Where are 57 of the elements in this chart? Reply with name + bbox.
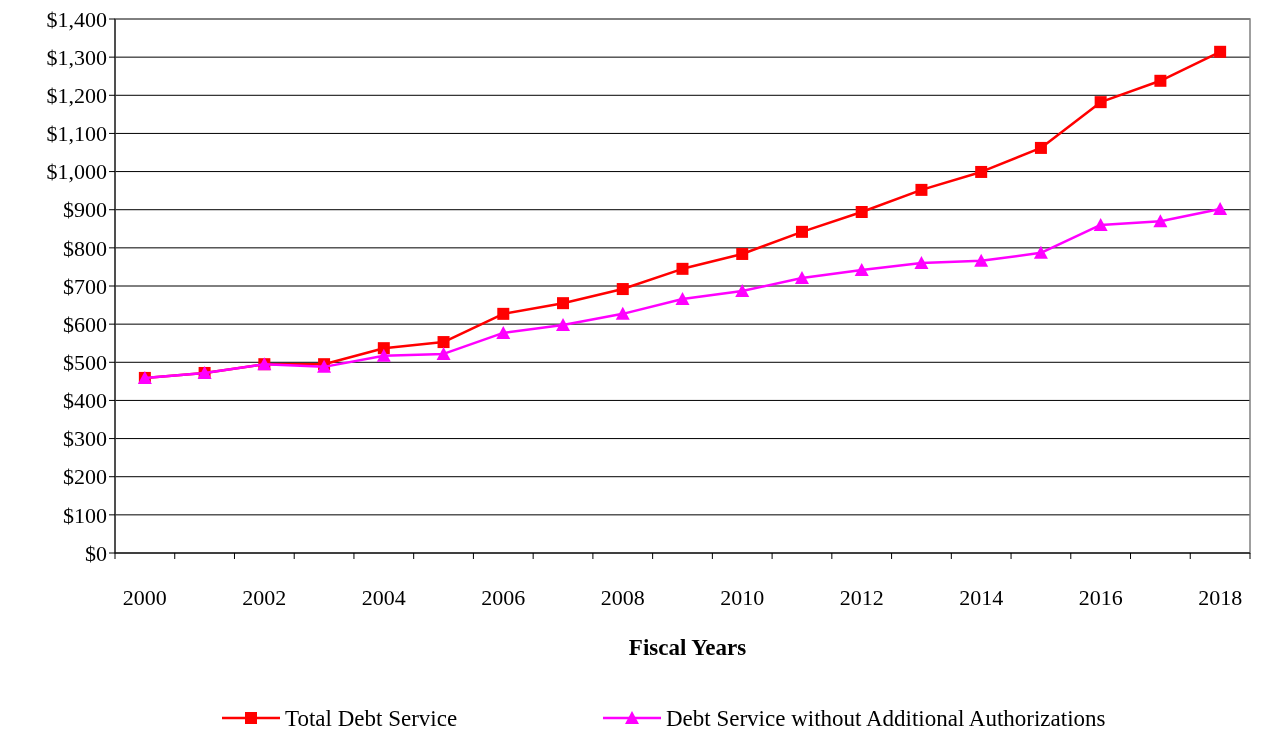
y-tick-label: $1,300 — [46, 44, 107, 70]
x-tick-label: 2004 — [361, 585, 406, 610]
y-tick-label: $1,100 — [46, 121, 107, 147]
point — [794, 270, 809, 284]
x-tick-label: 2010 — [720, 585, 765, 610]
point — [1033, 245, 1048, 259]
y-tick-label: $1,200 — [46, 82, 107, 108]
x-tick-label: 2006 — [481, 585, 526, 610]
x-tick-label: 2008 — [600, 585, 645, 610]
point — [557, 297, 570, 310]
point — [437, 336, 450, 349]
point — [915, 183, 928, 196]
point — [436, 346, 451, 360]
point — [1213, 201, 1228, 215]
point — [616, 283, 629, 296]
y-tick-label: $500 — [63, 349, 107, 375]
point — [496, 325, 511, 339]
point — [1214, 45, 1227, 58]
y-tick-label: $400 — [63, 388, 107, 414]
point — [615, 306, 630, 320]
point — [1094, 96, 1107, 109]
y-tick-label: $600 — [63, 311, 107, 337]
point — [735, 283, 750, 297]
x-tick-label: 2014 — [959, 585, 1004, 610]
y-tick-label: $100 — [63, 502, 107, 528]
x-tick-label: 2016 — [1078, 585, 1123, 610]
legend-label: Total Debt Service — [285, 706, 458, 732]
point — [675, 291, 690, 305]
point — [736, 247, 749, 260]
y-tick-label: $300 — [63, 426, 107, 452]
point — [854, 262, 869, 276]
point — [914, 256, 929, 270]
y-tick-label: $900 — [63, 197, 107, 223]
point — [1154, 74, 1167, 87]
point — [974, 253, 989, 267]
point — [795, 225, 808, 238]
y-tick-label: $200 — [63, 464, 107, 490]
x-tick-label: 2018 — [1198, 585, 1243, 610]
legend-label: Debt Service without Additional Authorizations — [666, 706, 1106, 732]
x-axis-title: Fiscal Years — [628, 635, 747, 660]
y-tick-label: $800 — [63, 235, 107, 261]
y-tick-label: $700 — [63, 273, 107, 299]
x-tick-label: 2000 — [122, 585, 167, 610]
point — [1153, 214, 1168, 228]
x-tick-label: 2012 — [839, 585, 884, 610]
point — [556, 317, 571, 331]
point — [676, 262, 689, 275]
y-tick-label: $0 — [85, 540, 107, 566]
y-tick-label: $1,000 — [46, 159, 107, 185]
point — [975, 165, 988, 178]
x-tick-label: 2002 — [242, 585, 287, 610]
y-tick-label: $1,400 — [46, 6, 107, 32]
point — [1093, 217, 1108, 231]
point — [855, 206, 868, 218]
point — [376, 348, 391, 362]
point — [1034, 141, 1047, 154]
point — [497, 307, 510, 320]
